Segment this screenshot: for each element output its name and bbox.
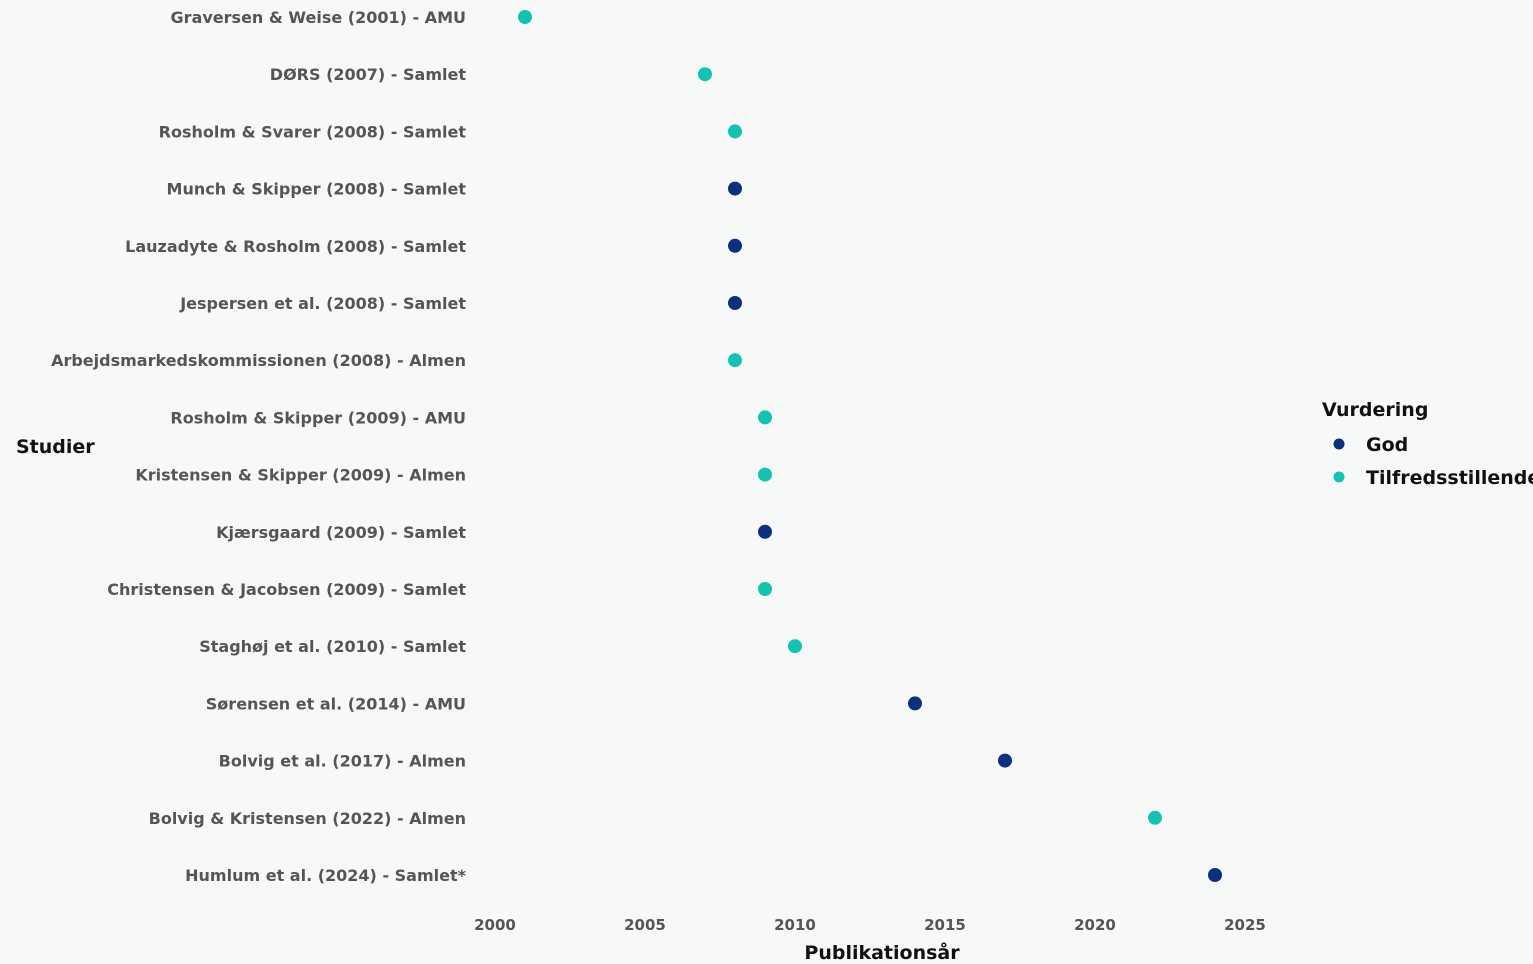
category-label: DØRS (2007) - Samlet [270,65,467,84]
category-label: Rosholm & Svarer (2008) - Samlet [159,122,467,141]
category-label: Sørensen et al. (2014) - AMU [206,694,466,713]
category-label: Kjærsgaard (2009) - Samlet [216,523,466,542]
legend-title: Vurdering [1322,399,1428,421]
category-label: Christensen & Jacobsen (2009) - Samlet [107,580,466,599]
data-point [998,753,1012,768]
data-point [1148,810,1162,825]
category-label: Kristensen & Skipper (2009) - Almen [135,466,466,485]
legend-label: Tilfredsstillende [1366,467,1533,489]
x-axis-title: Publikationsår [804,940,960,964]
legend-marker [1333,471,1345,483]
x-tick-label: 2015 [924,916,966,934]
data-point [728,181,742,196]
category-label: Arbejdsmarkedskommissionen (2008) - Alme… [51,351,466,370]
x-tick-label: 2000 [474,916,516,934]
x-tick-label: 2025 [1224,916,1266,934]
category-label: Bolvig et al. (2017) - Almen [219,752,466,771]
category-label: Jespersen et al. (2008) - Samlet [179,294,466,313]
category-labels: Graversen & Weise (2001) - AMU DØRS (2007… [51,8,467,885]
legend-label: God [1366,434,1408,456]
data-point [728,238,742,253]
data-point [518,10,532,24]
data-point [758,582,772,596]
data-point [908,696,922,711]
data-point [1208,868,1222,882]
data-point [698,67,712,82]
data-point [758,524,772,539]
y-axis-title: Studier [16,436,95,458]
data-point [758,410,772,425]
data-point [758,467,772,482]
legend: Vurdering God Tilfredsstillende [1322,399,1533,489]
x-tick-label: 2005 [624,916,666,934]
data-point [728,124,742,139]
category-label: Staghøj et al. (2010) - Samlet [199,637,466,656]
category-label: Humlum et al. (2024) - Samlet* [185,866,466,885]
data-points [518,10,1222,882]
x-axis-ticks: 2000 2005 2010 2015 2020 2025 [474,916,1266,934]
category-label: Bolvig & Kristensen (2022) - Almen [149,809,466,828]
data-point [728,353,742,368]
legend-entries: God Tilfredsstillende [1333,434,1533,489]
data-point [788,639,802,654]
category-label: Munch & Skipper (2008) - Samlet [167,180,467,199]
category-label: Rosholm & Skipper (2009) - AMU [170,408,466,427]
x-tick-label: 2010 [774,916,816,934]
category-label: Lauzadyte & Rosholm (2008) - Samlet [125,237,466,256]
x-tick-label: 2020 [1074,916,1116,934]
legend-marker [1333,438,1345,450]
category-label: Graversen & Weise (2001) - AMU [171,8,466,27]
data-point [728,296,742,310]
